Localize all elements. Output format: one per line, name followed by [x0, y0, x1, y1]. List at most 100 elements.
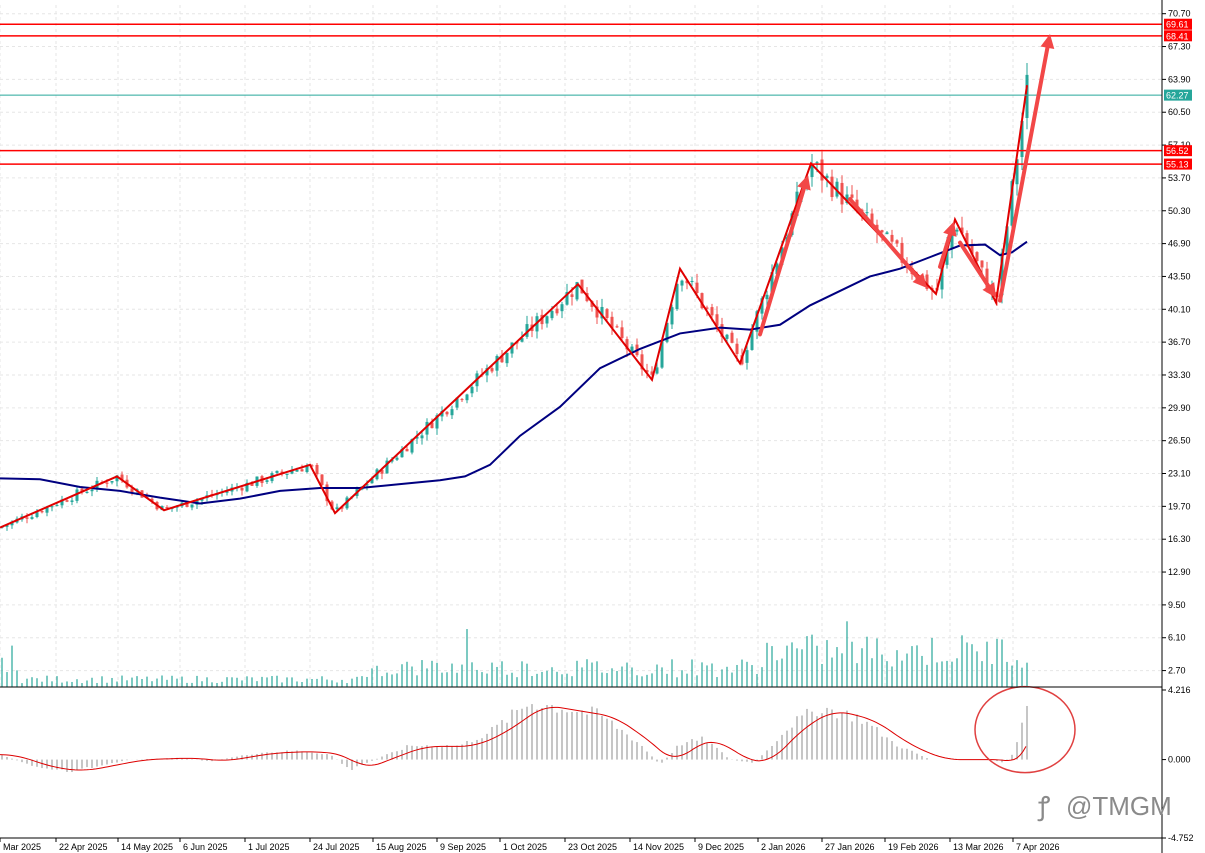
level-label-box — [1164, 30, 1192, 42]
candle-body — [895, 240, 899, 244]
candle-body — [625, 339, 629, 350]
candle-body — [775, 263, 779, 275]
candle-body — [380, 469, 384, 474]
candle-body — [65, 500, 69, 502]
candle-body — [975, 252, 979, 262]
candle-body — [620, 327, 624, 339]
price-tick-label: 23.10 — [1168, 469, 1191, 479]
candle-body — [640, 354, 644, 370]
candle-body — [490, 368, 494, 372]
watermark-icon: ꝭ — [1037, 791, 1050, 822]
candle-body — [985, 268, 989, 292]
candle-body — [880, 230, 884, 233]
price-tick-label: 16.30 — [1168, 534, 1191, 544]
candle-body — [320, 474, 324, 485]
candle-body — [760, 298, 764, 314]
level-label: 55.13 — [1166, 160, 1189, 170]
price-tick-label: 70.70 — [1168, 9, 1191, 19]
candle-body — [425, 421, 429, 435]
candle-body — [565, 291, 569, 305]
candle-body — [420, 435, 424, 439]
candle-body — [40, 511, 44, 513]
price-tick-label: 40.10 — [1168, 304, 1191, 314]
candle-body — [600, 306, 604, 319]
grid — [0, 5, 1162, 687]
candle-body — [410, 439, 414, 453]
candle-body — [115, 475, 119, 482]
candle-body — [120, 474, 124, 481]
candle-body — [75, 489, 79, 501]
candle-body — [335, 507, 339, 510]
candle-body — [50, 506, 54, 508]
candle-body — [610, 316, 614, 329]
candle-body — [35, 512, 39, 518]
candle-body — [945, 246, 949, 265]
candle-body — [30, 517, 34, 519]
time-tick-label: 27 Jan 2026 — [825, 842, 875, 852]
time-tick-label: 7 Apr 2026 — [1016, 842, 1060, 852]
candle-body — [365, 484, 369, 486]
candle-body — [240, 487, 244, 491]
price-tick-label: 33.30 — [1168, 370, 1191, 380]
candle-body — [285, 473, 289, 475]
candle-body — [725, 334, 729, 339]
candle-body — [245, 482, 249, 492]
candle-body — [925, 274, 929, 289]
oscillator-signal-line — [0, 706, 1027, 771]
candle-body — [430, 422, 434, 429]
price-tick-label: 26.50 — [1168, 436, 1191, 446]
watermark: ꝭ @TMGM — [1037, 791, 1172, 822]
candle-body — [590, 301, 594, 307]
time-tick-label: 1 Jul 2025 — [248, 842, 290, 852]
candle-body — [385, 460, 389, 474]
trend-arrow-shaft — [958, 240, 991, 288]
candle-body — [505, 352, 509, 364]
trend-arrows — [758, 33, 1055, 337]
candle-body — [105, 482, 109, 484]
candle-body — [300, 469, 304, 472]
time-tick-label: 19 Feb 2026 — [888, 842, 939, 852]
candle-body — [655, 367, 659, 374]
candle-body — [315, 464, 319, 475]
candle-body — [190, 504, 194, 508]
candle-body — [630, 346, 634, 352]
candle-body — [400, 448, 404, 458]
candle-body — [55, 505, 59, 507]
candle-body — [705, 307, 709, 309]
price-tick-label: 2.70 — [1168, 666, 1186, 676]
candle-body — [1010, 181, 1014, 226]
level-label-box — [1164, 158, 1192, 170]
candle-body — [960, 227, 964, 234]
price-tick-label: 67.30 — [1168, 42, 1191, 52]
candle-body — [265, 480, 269, 482]
candle-body — [445, 411, 449, 415]
candle-body — [690, 280, 694, 282]
price-tick-label: 53.70 — [1168, 173, 1191, 183]
price-tick-label: 46.90 — [1168, 239, 1191, 249]
candle-body — [1015, 159, 1019, 185]
level-label-box — [1164, 18, 1192, 30]
candle-body — [715, 314, 719, 326]
candle-body — [940, 266, 944, 290]
time-tick-label: 9 Dec 2025 — [698, 842, 744, 852]
trend-arrow-head — [943, 221, 957, 237]
candle-body — [325, 484, 329, 502]
trend-arrow-head — [1040, 33, 1055, 50]
candle-body — [810, 164, 814, 178]
candle-body — [470, 386, 474, 394]
candle-body — [460, 399, 464, 401]
osc-tick-label: -4.752 — [1168, 833, 1194, 843]
level-label: 62.27 — [1166, 91, 1189, 101]
candle-body — [720, 324, 724, 337]
price-tick-label: 29.90 — [1168, 403, 1191, 413]
candle-body — [660, 340, 664, 368]
candle-body — [540, 314, 544, 325]
candle-body — [295, 469, 299, 472]
candle-body — [520, 338, 524, 342]
candle-body — [685, 280, 689, 284]
candle-body — [525, 324, 529, 337]
candle-body — [550, 310, 554, 319]
